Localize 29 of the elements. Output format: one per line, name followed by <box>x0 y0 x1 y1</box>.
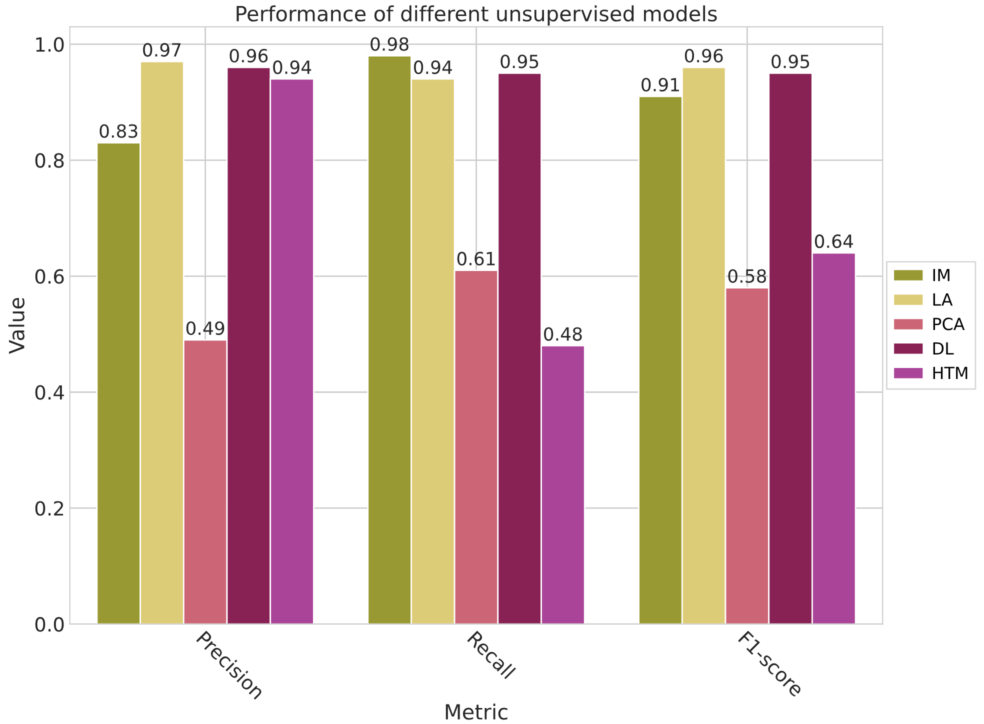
chart-title: Performance of different unsupervised models <box>236 5 717 26</box>
legend-label: DL <box>933 342 954 354</box>
data-label: 0.91 <box>642 78 679 92</box>
data-label: 0.94 <box>414 60 452 74</box>
y-tick-label: 0.8 <box>35 153 64 168</box>
data-label: 0.95 <box>500 54 538 68</box>
y-tick-label: 0.6 <box>35 269 64 284</box>
x-axis-title: Metric <box>446 704 508 720</box>
data-label: 0.95 <box>772 54 810 68</box>
data-label: 0.96 <box>684 48 723 62</box>
y-tick-label: 1.0 <box>36 37 64 52</box>
data-label: 0.48 <box>544 327 582 341</box>
data-label: 0.94 <box>273 60 312 74</box>
y-axis-title: Value <box>8 298 24 354</box>
data-label: 0.64 <box>814 234 853 248</box>
data-label: 0.61 <box>457 252 495 266</box>
data-label: 0.83 <box>100 124 138 138</box>
data-label: 0.96 <box>230 48 268 62</box>
data-label: 0.98 <box>370 37 408 51</box>
legend-label: PCA <box>933 318 965 330</box>
data-label: 0.58 <box>728 269 766 283</box>
legend-label: HTM <box>933 366 968 379</box>
y-tick-label: 0.2 <box>35 501 64 516</box>
y-tick-label: 0.0 <box>35 617 64 632</box>
y-tick-label: 0.4 <box>35 385 64 400</box>
legend-label: LA <box>933 293 953 306</box>
data-label: 0.49 <box>186 321 224 336</box>
legend-label: IM <box>933 268 950 282</box>
data-label: 0.97 <box>143 43 181 57</box>
